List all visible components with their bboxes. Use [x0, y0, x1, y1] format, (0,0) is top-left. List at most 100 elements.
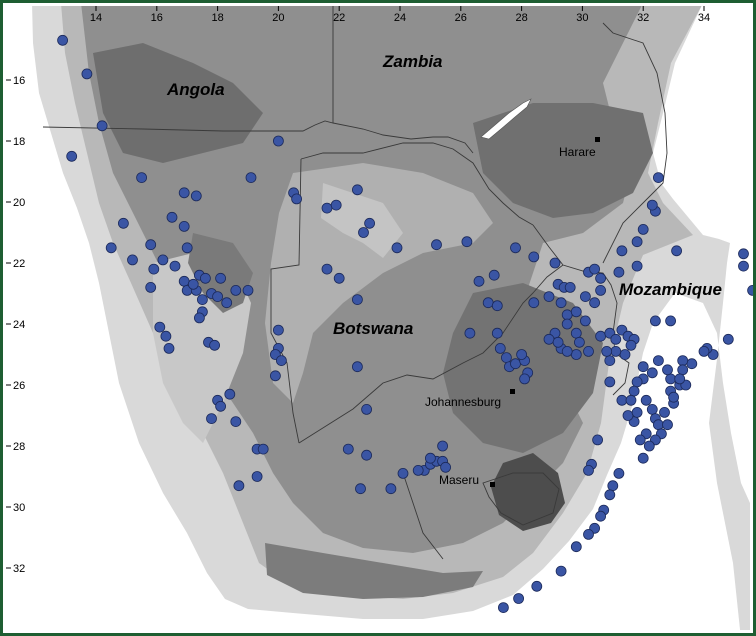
occurrence-point	[510, 242, 521, 254]
occurrence-point	[589, 297, 600, 309]
occurrence-point	[272, 135, 284, 147]
occurrence-point	[570, 327, 582, 339]
occurrence-point	[364, 217, 376, 229]
occurrence-point	[613, 467, 625, 479]
occurrence-point	[631, 260, 643, 272]
occurrence-point	[215, 272, 227, 284]
occurrence-point	[634, 434, 646, 446]
occurrence-point	[619, 349, 631, 360]
occurrence-point	[643, 440, 655, 452]
y-tick-label: 18	[13, 136, 25, 148]
occurrence-point	[66, 150, 78, 162]
johannesburg-marker	[510, 389, 515, 394]
occurrence-point	[245, 172, 257, 184]
occurrence-point	[412, 464, 424, 476]
occurrence-point	[57, 34, 68, 46]
occurrence-point	[491, 300, 503, 312]
occurrence-point	[321, 263, 333, 275]
occurrence-point	[528, 297, 540, 309]
occurrence-point	[272, 324, 284, 336]
kalahari-basin	[265, 163, 493, 403]
occurrence-point	[212, 291, 224, 303]
occurrence-point	[178, 275, 190, 287]
latitude-ticks: 16 18 20 22 24 26 28 30 32	[6, 75, 25, 575]
occurrence-point	[665, 373, 676, 385]
occurrence-point	[160, 330, 172, 342]
occurrence-point	[193, 312, 205, 324]
occurrence-point	[145, 281, 157, 293]
occurrence-point	[351, 361, 363, 373]
occurrence-point	[738, 260, 749, 272]
occurrence-point	[561, 309, 573, 321]
occurrence-point	[637, 452, 649, 464]
city-label-harare: Harare	[559, 145, 596, 159]
occurrence-point	[181, 242, 193, 254]
occurrence-point	[616, 394, 628, 406]
x-tick-label: 32	[637, 12, 649, 24]
occurrence-point	[215, 400, 227, 412]
occurrence-point	[607, 480, 619, 492]
occurrence-point	[677, 364, 689, 376]
occurrence-point	[592, 434, 603, 446]
occurrence-point	[358, 227, 369, 238]
occurrence-point	[136, 172, 148, 184]
country-label-angola: Angola	[166, 80, 225, 99]
occurrence-point	[561, 318, 573, 330]
occurrence-point	[440, 461, 452, 473]
occurrence-point	[570, 306, 582, 318]
occurrence-point	[646, 403, 658, 415]
y-tick-label: 20	[13, 197, 25, 209]
occurrence-point	[187, 278, 199, 290]
occurrence-point	[604, 489, 616, 501]
occurrence-point	[583, 464, 594, 476]
occurrence-point	[355, 483, 366, 495]
occurrence-point	[497, 602, 509, 613]
occurrence-point	[269, 370, 281, 382]
occurrence-point	[500, 352, 512, 364]
x-tick-label: 26	[455, 12, 467, 24]
occurrence-point	[613, 266, 625, 278]
occurrence-point	[528, 251, 540, 263]
occurrence-point	[482, 297, 494, 309]
x-tick-label: 24	[394, 12, 406, 24]
occurrence-point	[118, 217, 129, 229]
occurrence-point	[543, 291, 555, 303]
occurrence-point	[385, 483, 397, 495]
occurrence-point	[622, 410, 634, 421]
occurrence-point	[583, 345, 594, 357]
occurrence-point	[698, 345, 710, 357]
occurrence-point	[616, 245, 628, 257]
occurrence-point	[351, 184, 363, 196]
occurrence-point	[163, 342, 175, 354]
occurrence-point	[178, 220, 190, 232]
occurrence-point	[169, 260, 181, 272]
occurrence-point	[671, 245, 682, 257]
occurrence-point	[674, 373, 686, 385]
country-label-mozambique: Mozambique	[619, 280, 722, 299]
occurrence-point	[424, 452, 436, 464]
occurrence-point	[397, 467, 409, 479]
occurrence-point	[166, 211, 178, 223]
occurrence-point	[595, 272, 606, 284]
occurrence-point	[513, 593, 524, 604]
y-tick-label: 16	[13, 75, 25, 87]
x-tick-label: 28	[515, 12, 527, 24]
occurrence-point	[473, 275, 485, 287]
occurrence-point	[631, 376, 643, 388]
occurrence-point	[494, 342, 506, 354]
occurrence-point	[275, 355, 287, 367]
country-label-zambia: Zambia	[382, 52, 443, 71]
occurrence-point	[221, 297, 233, 309]
occurrence-point	[81, 68, 93, 80]
occurrence-point	[96, 120, 108, 132]
x-tick-label: 20	[272, 12, 284, 24]
occurrence-point	[662, 419, 673, 431]
occurrence-point	[391, 242, 403, 254]
occurrence-point	[659, 406, 670, 418]
city-label-maseru: Maseru	[439, 473, 479, 487]
occurrence-point	[510, 358, 521, 370]
occurrence-point	[653, 419, 664, 431]
occurrence-point	[662, 364, 673, 376]
occurrence-point	[233, 480, 245, 492]
